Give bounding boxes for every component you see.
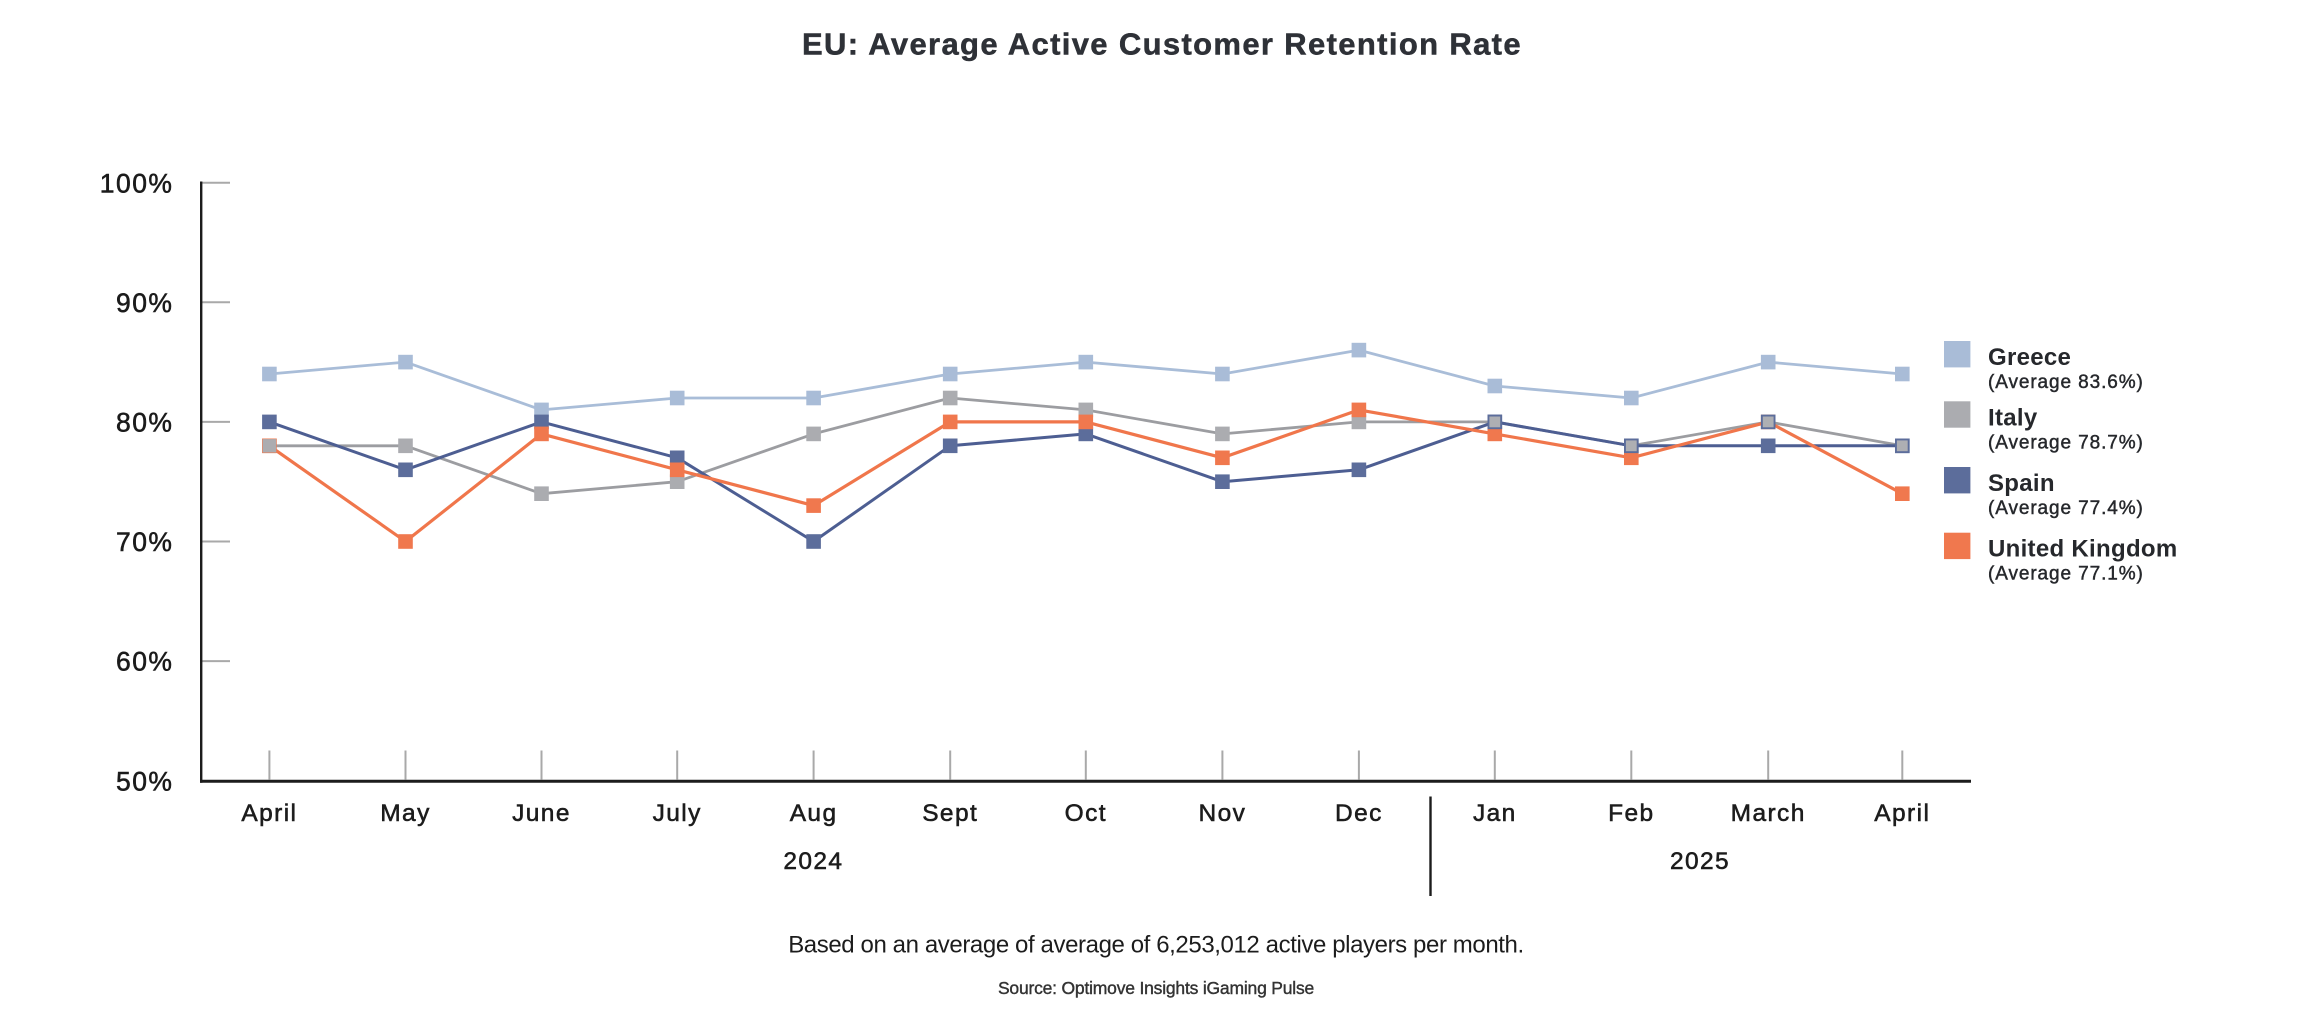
svg-text:80%: 80% (116, 408, 174, 438)
svg-text:(Average 77.4%): (Average 77.4%) (1988, 498, 2144, 519)
svg-text:Aug: Aug (790, 800, 838, 827)
svg-text:July: July (653, 800, 702, 827)
svg-text:June: June (512, 800, 571, 827)
svg-text:Based on an average of average: Based on an average of average of 6,253,… (788, 932, 1524, 959)
svg-text:(Average 77.1%): (Average 77.1%) (1988, 564, 2144, 585)
svg-text:70%: 70% (116, 527, 174, 557)
svg-text:May: May (380, 800, 431, 827)
svg-text:Sept: Sept (922, 800, 978, 827)
svg-text:60%: 60% (116, 647, 174, 677)
svg-text:March: March (1731, 800, 1806, 827)
svg-text:100%: 100% (100, 168, 174, 198)
svg-text:50%: 50% (116, 766, 174, 796)
svg-text:90%: 90% (116, 288, 174, 318)
svg-text:April: April (241, 800, 297, 827)
svg-text:2025: 2025 (1670, 848, 1730, 875)
svg-text:Greece: Greece (1988, 344, 2071, 371)
svg-text:Nov: Nov (1199, 800, 1247, 827)
svg-text:EU: Average Active Customer Re: EU: Average Active Customer Retention Ra… (802, 26, 1522, 61)
svg-text:Oct: Oct (1065, 800, 1107, 827)
svg-text:Italy: Italy (1988, 404, 2038, 431)
svg-text:Spain: Spain (1988, 470, 2055, 497)
svg-text:April: April (1874, 800, 1930, 827)
svg-text:Jan: Jan (1473, 800, 1517, 827)
svg-text:(Average 83.6%): (Average 83.6%) (1988, 372, 2144, 393)
svg-text:Dec: Dec (1335, 800, 1383, 827)
svg-text:Feb: Feb (1608, 800, 1654, 827)
svg-text:(Average 78.7%): (Average 78.7%) (1988, 432, 2144, 453)
svg-text:Source: Optimove Insights iGam: Source: Optimove Insights iGaming Pulse (998, 978, 1314, 998)
svg-text:United Kingdom: United Kingdom (1988, 536, 2178, 563)
svg-text:2024: 2024 (783, 848, 843, 875)
